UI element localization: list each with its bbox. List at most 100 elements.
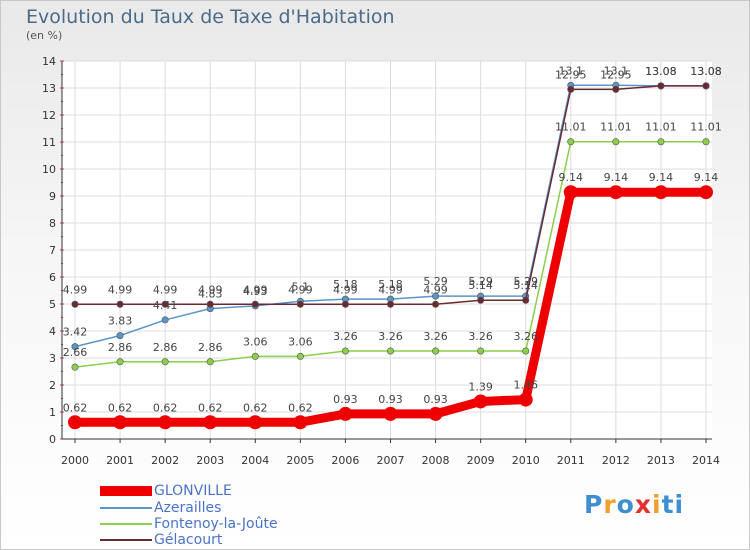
data-label-3: 4.99 (378, 283, 403, 296)
logo-letter: x (634, 490, 652, 519)
data-label-1: 5.29 (513, 275, 538, 288)
data-label-0: 0.62 (63, 401, 88, 414)
data-label-3: 12.95 (555, 68, 587, 81)
data-label-0: 9.14 (559, 171, 584, 184)
data-label-0: 0.62 (198, 401, 223, 414)
x-tick-label: 2005 (286, 454, 314, 467)
data-label-2: 3.26 (513, 330, 538, 343)
data-label-3: 4.99 (198, 283, 223, 296)
x-tick-label: 2013 (647, 454, 675, 467)
data-label-1: 5.18 (333, 278, 358, 291)
data-point-2 (71, 363, 79, 371)
data-point-0 (248, 415, 263, 430)
data-label-2: 2.86 (198, 341, 223, 354)
x-tick-label: 2011 (557, 454, 585, 467)
data-label-2: 2.86 (153, 341, 178, 354)
data-point-3 (296, 300, 304, 308)
data-label-2: 3.26 (333, 330, 358, 343)
logo-letter: r (603, 490, 617, 519)
y-tick-label: 6 (49, 271, 56, 284)
x-tick-label: 2001 (106, 454, 134, 467)
data-point-1 (116, 332, 124, 340)
y-tick-label: 8 (49, 217, 56, 230)
data-label-2: 3.26 (423, 330, 448, 343)
data-point-3 (702, 82, 710, 90)
legend-label: GLONVILLE (154, 483, 232, 499)
data-label-0: 1.46 (513, 379, 538, 392)
data-point-3 (206, 300, 214, 308)
x-tick-label: 2009 (467, 454, 495, 467)
logo-letter: o (616, 490, 635, 519)
y-tick-label: 7 (49, 244, 56, 257)
logo-letter: i (652, 490, 662, 519)
x-tick-label: 2000 (61, 454, 89, 467)
data-point-3 (161, 300, 169, 308)
data-point-3 (657, 82, 665, 90)
data-point-3 (477, 296, 485, 304)
data-point-0 (203, 415, 218, 430)
data-label-3: 4.99 (333, 283, 358, 296)
data-label-1: 5.29 (423, 275, 448, 288)
data-point-2 (341, 347, 349, 355)
data-point-1 (71, 343, 79, 351)
data-label-1: 4.83 (198, 288, 223, 301)
x-tick-label: 2004 (241, 454, 269, 467)
data-label-1: 5.29 (468, 275, 493, 288)
data-point-0 (428, 406, 443, 421)
data-point-2 (251, 352, 259, 360)
data-label-0: 0.62 (108, 401, 133, 414)
data-label-3: 5.14 (468, 279, 493, 292)
y-tick-label: 10 (42, 163, 56, 176)
data-label-3: 4.99 (423, 283, 448, 296)
data-point-2 (206, 358, 214, 366)
data-label-0: 0.62 (243, 401, 268, 414)
legend-label: Gélacourt (154, 532, 223, 548)
y-tick-label: 4 (49, 325, 56, 338)
y-tick-label: 13 (42, 82, 56, 95)
legend-label: Fontenoy-la-Joûte (154, 516, 278, 532)
x-tick-label: 2008 (422, 454, 450, 467)
data-point-0 (158, 415, 173, 430)
data-point-2 (432, 347, 440, 355)
x-tick-label: 2003 (196, 454, 224, 467)
data-point-1 (432, 292, 440, 300)
y-tick-label: 12 (42, 109, 56, 122)
data-point-0 (699, 185, 713, 200)
x-tick-label: 2006 (331, 454, 359, 467)
data-point-0 (563, 185, 578, 200)
data-label-0: 0.93 (333, 393, 358, 406)
data-label-2: 11.01 (600, 121, 632, 134)
data-label-3: 4.99 (153, 283, 178, 296)
data-label-2: 3.06 (243, 335, 268, 348)
data-label-0: 9.14 (649, 171, 674, 184)
proxiti-logo: Proxiti (584, 490, 684, 519)
data-label-0: 0.93 (423, 393, 448, 406)
y-tick-label: 2 (49, 379, 56, 392)
data-label-1: 4.93 (243, 285, 268, 298)
data-label-3: 5.14 (513, 279, 538, 292)
data-point-2 (116, 358, 124, 366)
y-tick-label: 9 (49, 190, 56, 203)
data-point-2 (567, 138, 575, 146)
data-label-2: 3.06 (288, 335, 313, 348)
data-point-0 (338, 406, 353, 421)
data-label-3: 4.99 (63, 283, 88, 296)
data-point-3 (386, 300, 394, 308)
y-tick-label: 11 (42, 136, 56, 149)
y-tick-label: 3 (49, 352, 56, 365)
y-tick-label: 1 (49, 406, 56, 419)
data-point-0 (473, 394, 488, 409)
legend-label: Azerailles (154, 500, 222, 516)
data-label-0: 0.62 (288, 401, 313, 414)
y-tick-label: 0 (49, 433, 56, 446)
data-point-2 (612, 138, 620, 146)
x-tick-label: 2014 (692, 454, 720, 467)
data-point-2 (477, 347, 485, 355)
data-point-3 (522, 296, 530, 304)
data-point-3 (612, 85, 620, 93)
data-point-0 (68, 415, 82, 430)
data-label-0: 9.14 (694, 171, 719, 184)
data-label-1: 13.08 (645, 65, 677, 78)
data-label-0: 0.93 (378, 393, 403, 406)
